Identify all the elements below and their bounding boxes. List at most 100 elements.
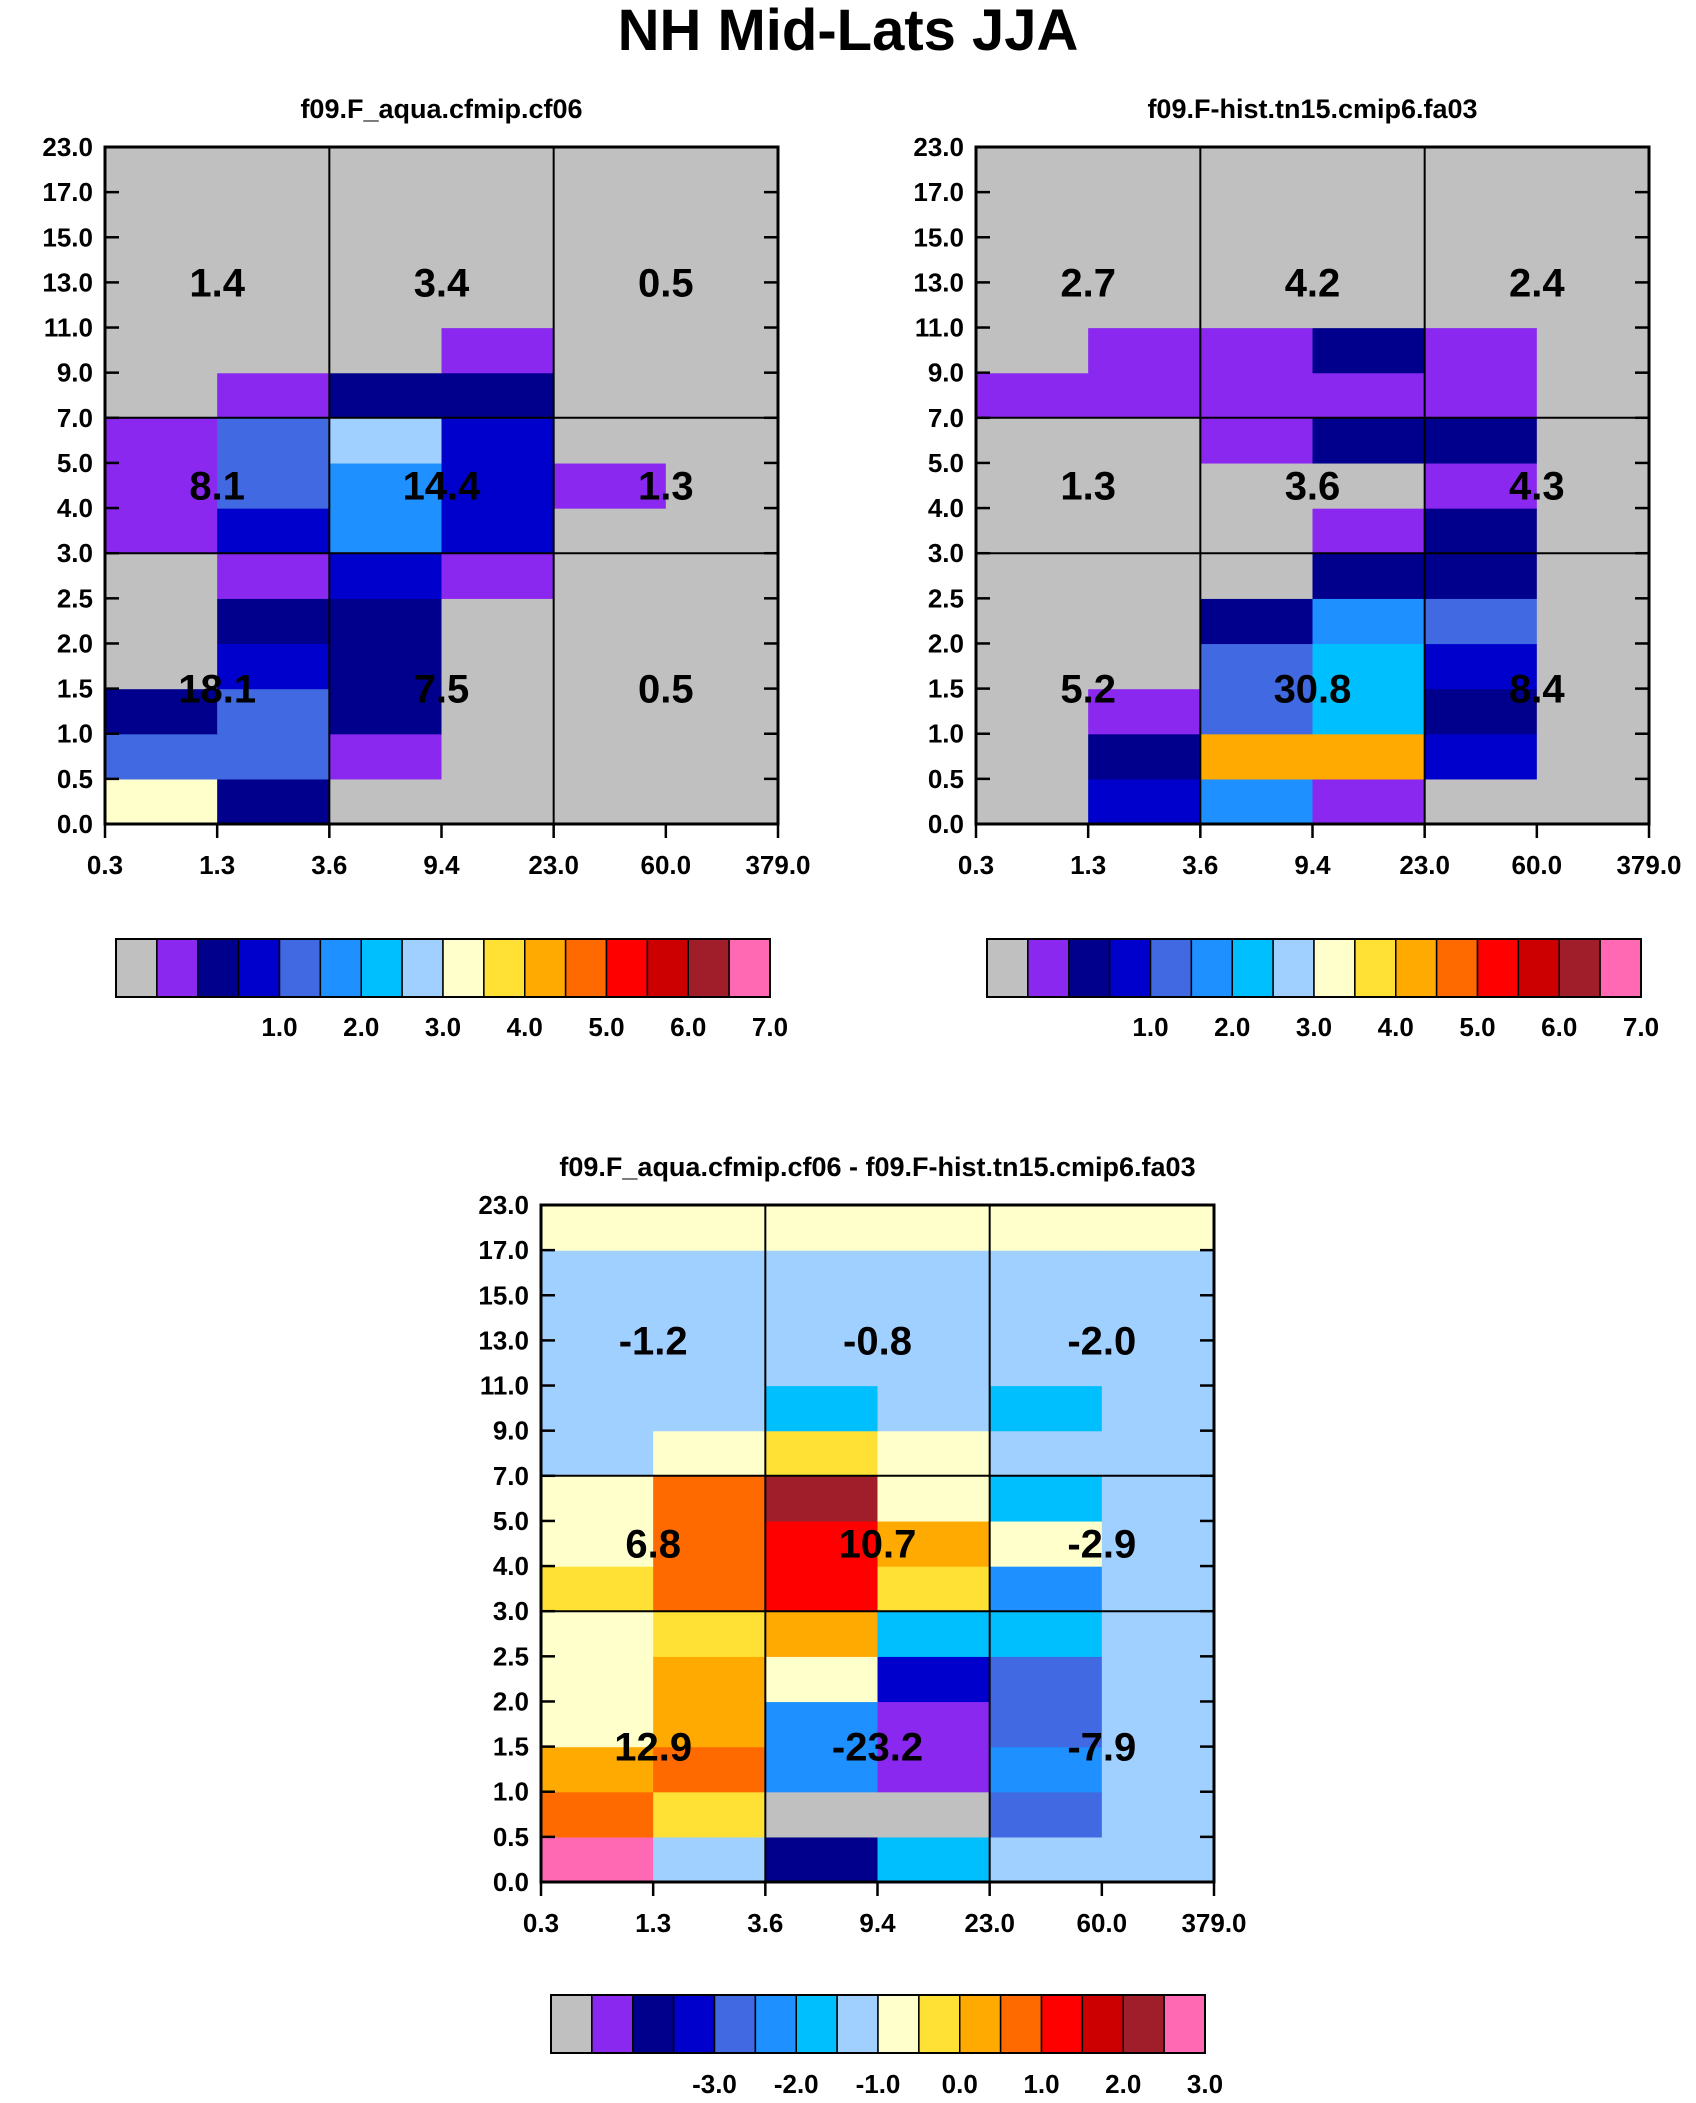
heatmap-cell [441, 147, 555, 193]
heatmap-cell [1312, 598, 1426, 645]
heatmap-cell [1200, 462, 1314, 509]
colorbar-label: 2.0 [343, 1012, 379, 1042]
colorbar-swatch [1517, 938, 1560, 998]
y-tick-label: 9.0 [928, 358, 964, 388]
heatmap-cell [877, 1340, 991, 1387]
heatmap-cell [665, 688, 779, 735]
heatmap-cell [1424, 778, 1538, 825]
group-value-label: 18.1 [178, 668, 256, 712]
heatmap-cell [105, 192, 218, 238]
group-value-label: -2.0 [1067, 1319, 1136, 1363]
heatmap-cell [1424, 688, 1538, 735]
heatmap-cell [105, 553, 218, 599]
heatmap-cell [329, 778, 443, 825]
heatmap-cell [217, 733, 330, 780]
colorbar-swatch [115, 938, 158, 998]
heatmap-cell [105, 598, 218, 645]
colorbar-label: 1.0 [1023, 2069, 1059, 2099]
heatmap-cell [653, 1295, 766, 1341]
colorbar-label: 7.0 [1623, 1012, 1659, 1042]
heatmap-cell [541, 1385, 654, 1432]
heatmap-cell [653, 1205, 766, 1251]
y-tick-label: 9.0 [493, 1416, 529, 1446]
heatmap-cell [976, 688, 1089, 735]
y-tick-label: 7.0 [57, 403, 93, 433]
x-tick-label: 1.3 [1070, 850, 1106, 880]
group-value-label: 3.4 [414, 261, 470, 305]
colorbar-swatch [1313, 938, 1356, 998]
heatmap-cell [541, 1250, 654, 1296]
heatmap-cell [653, 1656, 766, 1703]
x-tick-label: 3.6 [747, 1908, 783, 1938]
heatmap-cell [105, 372, 218, 419]
y-tick-label: 2.5 [493, 1641, 529, 1671]
heatmap-cell [541, 1475, 654, 1522]
colorbar-swatch [550, 1994, 593, 2054]
heatmap-cell [765, 1836, 879, 1883]
heatmap-cell [441, 643, 555, 690]
colorbar-label: 4.0 [507, 1012, 543, 1042]
x-tick-label: 9.4 [1294, 850, 1331, 880]
heatmap-cell [441, 327, 555, 374]
colorbar-swatch [1558, 938, 1601, 998]
heatmap-cell [1088, 508, 1201, 554]
heatmap-cell [665, 417, 779, 464]
heatmap-cell [217, 417, 330, 464]
heatmap-cell [976, 237, 1089, 283]
heatmap-cell [1088, 327, 1201, 374]
heatmap-cell [765, 1746, 879, 1793]
colorbar-swatch [1476, 938, 1520, 998]
heatmap-cell [976, 282, 1089, 329]
heatmap-cell [1088, 643, 1201, 690]
heatmap-cell [665, 192, 779, 238]
heatmap-cell [989, 1656, 1103, 1703]
heatmap-cell [1101, 1566, 1215, 1612]
heatmap-cell [989, 1566, 1103, 1612]
colorbar-swatch [1149, 938, 1193, 998]
colorbar-label: 5.0 [1459, 1012, 1495, 1042]
heatmap-cell [441, 192, 555, 238]
colorbar-label: 5.0 [588, 1012, 624, 1042]
group-value-label: 8.4 [1509, 668, 1565, 712]
heatmap-cell [665, 237, 779, 283]
x-tick-label: 379.0 [745, 850, 810, 880]
heatmap-cell [877, 1250, 991, 1296]
heatmap-cell [989, 1836, 1103, 1883]
group-value-label: -0.8 [843, 1319, 912, 1363]
x-tick-label: 60.0 [1077, 1908, 1128, 1938]
heatmap-cell [976, 147, 1089, 193]
colorbar-swatch [1108, 938, 1152, 998]
heatmap-cell [1536, 553, 1650, 599]
heatmap-cell [553, 372, 667, 419]
colorbar-frame [115, 938, 771, 998]
heatmap-cell [1200, 147, 1314, 193]
heatmap-cell [1536, 688, 1650, 735]
x-tick-label: 60.0 [641, 850, 692, 880]
y-tick-label: 13.0 [478, 1325, 529, 1355]
heatmap-cell [653, 1746, 766, 1793]
heatmap-cell [541, 1205, 654, 1251]
heatmap-cell [441, 417, 555, 464]
heatmap-cell [329, 553, 443, 599]
panel-2-title: f09.F-hist.tn15.cmip6.fa03 [1147, 94, 1477, 124]
heatmap-cell [765, 1611, 879, 1657]
colorbar-swatch [632, 1994, 675, 2054]
group-value-label: 4.3 [1509, 465, 1565, 509]
colorbar-swatch [278, 938, 322, 998]
colorbar-swatch [1163, 1994, 1206, 2054]
heatmap-cell [1088, 462, 1201, 509]
colorbar-frame [550, 1994, 1206, 2054]
y-tick-label: 1.5 [928, 674, 964, 704]
y-tick-label: 0.0 [928, 809, 964, 839]
y-tick-label: 2.0 [57, 628, 93, 658]
y-tick-label: 2.0 [493, 1686, 529, 1716]
y-tick-label: 2.0 [928, 628, 964, 658]
heatmap-cell [441, 733, 555, 780]
heatmap-cell [653, 1475, 766, 1522]
heatmap-cell [877, 1520, 991, 1567]
x-tick-label: 3.6 [311, 850, 347, 880]
heatmap-cell [329, 237, 443, 283]
y-tick-label: 23.0 [913, 132, 964, 162]
heatmap-cell [441, 778, 555, 825]
x-tick-label: 379.0 [1616, 850, 1681, 880]
